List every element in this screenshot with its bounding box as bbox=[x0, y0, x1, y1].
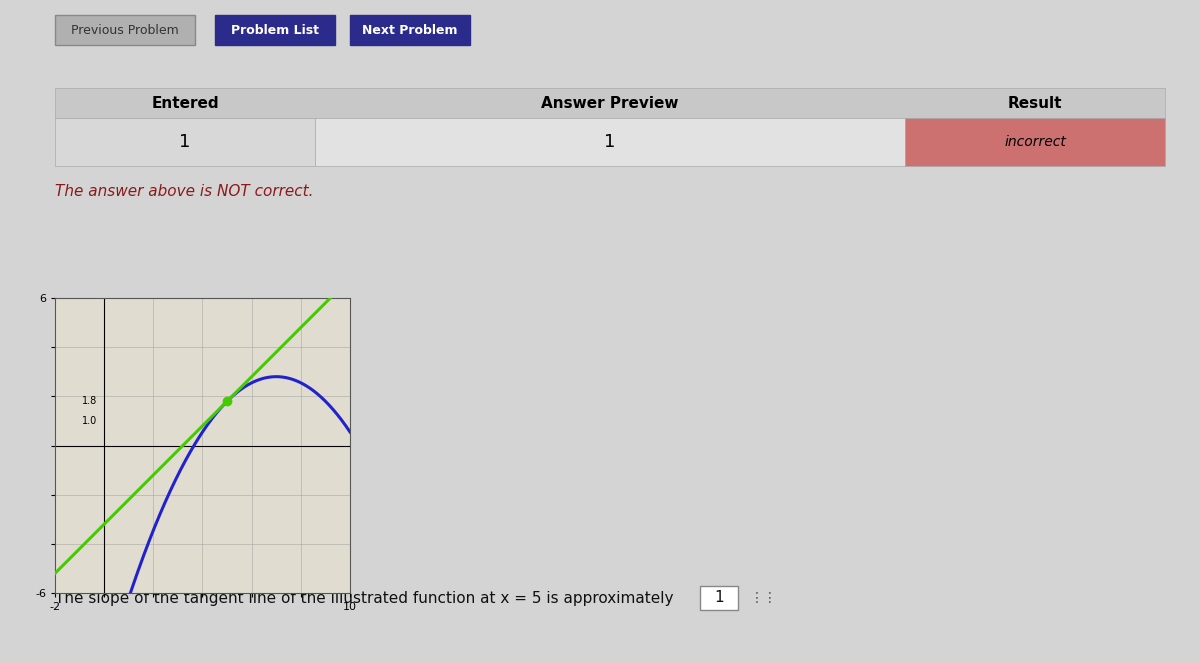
Text: 1: 1 bbox=[714, 591, 724, 605]
Bar bbox=[700, 586, 738, 610]
Text: 1: 1 bbox=[605, 133, 616, 151]
Text: Previous Problem: Previous Problem bbox=[71, 23, 179, 36]
Text: Result: Result bbox=[1008, 95, 1062, 111]
Text: Answer Preview: Answer Preview bbox=[541, 95, 679, 111]
Bar bbox=[350, 15, 470, 45]
Bar bbox=[314, 118, 905, 166]
Bar bbox=[905, 118, 1165, 166]
Text: ⋮⋮: ⋮⋮ bbox=[750, 591, 778, 605]
Text: incorrect: incorrect bbox=[1004, 135, 1066, 149]
Bar bbox=[55, 88, 1165, 118]
Text: Next Problem: Next Problem bbox=[362, 23, 457, 36]
Text: Entered: Entered bbox=[151, 95, 218, 111]
Text: The answer above is NOT correct.: The answer above is NOT correct. bbox=[55, 184, 313, 199]
Text: 1.8: 1.8 bbox=[82, 396, 97, 406]
Text: Problem List: Problem List bbox=[230, 23, 319, 36]
Text: 1.0: 1.0 bbox=[82, 416, 97, 426]
Bar bbox=[55, 15, 194, 45]
Bar bbox=[215, 15, 335, 45]
Text: 1: 1 bbox=[179, 133, 191, 151]
Text: The slope of the tangent line of the illustrated function at x = 5 is approximat: The slope of the tangent line of the ill… bbox=[55, 591, 683, 605]
Bar bbox=[55, 118, 314, 166]
